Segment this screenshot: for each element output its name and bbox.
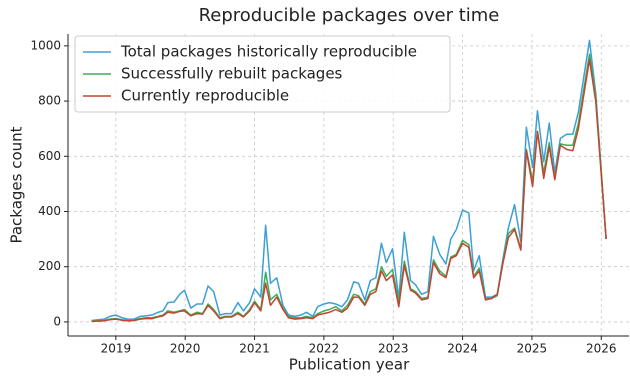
- x-tick-label: 2020: [170, 342, 201, 356]
- x-tick-label: 2022: [309, 342, 340, 356]
- series-line: [91, 58, 607, 323]
- y-axis-label: Packages count: [8, 126, 26, 243]
- y-tick-label: 600: [38, 149, 61, 163]
- x-tick-label: 2023: [378, 342, 409, 356]
- x-tick-label: 2021: [239, 342, 270, 356]
- series-line: [91, 53, 607, 322]
- x-tick-label: 2026: [586, 342, 617, 356]
- legend-label: Currently reproducible: [121, 87, 289, 105]
- x-axis-label: Publication year: [289, 356, 410, 374]
- legend-box: [74, 35, 451, 113]
- chart-title: Reproducible packages over time: [199, 5, 500, 26]
- y-tick-label: 800: [38, 94, 61, 108]
- x-tick-label: 2025: [517, 342, 548, 356]
- x-tick-label: 2019: [101, 342, 132, 356]
- legend-label: Successfully rebuilt packages: [121, 65, 343, 83]
- x-tick-label: 2024: [447, 342, 478, 356]
- y-tick-label: 1000: [30, 38, 61, 52]
- y-tick-label: 0: [53, 314, 61, 328]
- series-line: [91, 39, 607, 322]
- legend-label: Total packages historically reproducible: [120, 43, 417, 61]
- y-tick-label: 400: [38, 204, 61, 218]
- y-tick-label: 200: [38, 259, 61, 273]
